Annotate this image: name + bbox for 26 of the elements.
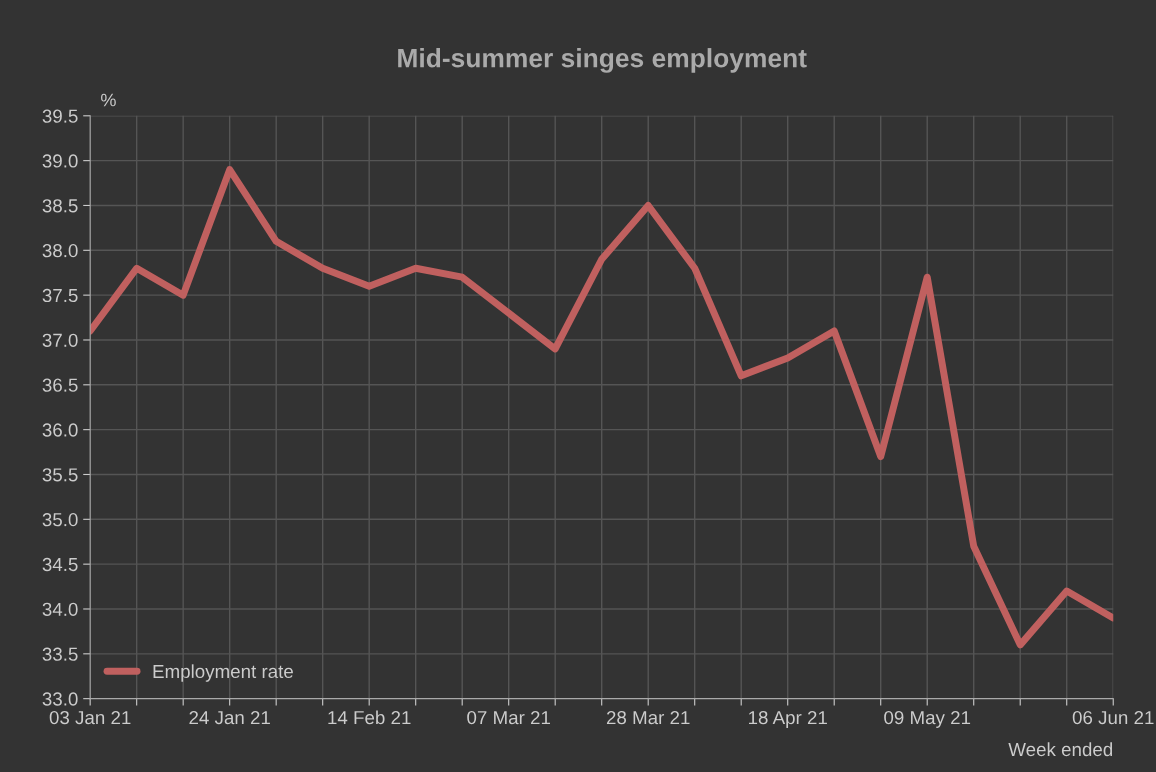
chart-title: Mid-summer singes employment xyxy=(398,48,807,73)
x-tick-label: 09 May 21 xyxy=(884,710,971,728)
y-tick-label: 39.5 xyxy=(42,109,78,123)
legend-label: Employment rate xyxy=(153,664,293,682)
y-tick-label: 37.0 xyxy=(42,333,78,347)
x-tick-label: 06 Jun 21 xyxy=(1072,710,1154,725)
x-tick-label: 24 Jan 21 xyxy=(189,710,270,725)
y-tick-label: 38.5 xyxy=(42,199,78,213)
y-tick-label: 34.5 xyxy=(42,557,78,572)
y-tick-label: 36.5 xyxy=(42,378,78,392)
y-tick-label: 35.0 xyxy=(42,513,78,527)
y-axis-title: % xyxy=(101,93,116,107)
y-tick-label: 33.0 xyxy=(42,692,78,706)
x-axis-title: Week ended xyxy=(1008,742,1113,757)
y-tick-label: 37.5 xyxy=(42,288,78,303)
y-tick-label: 34.0 xyxy=(42,602,78,616)
y-tick-label: 36.0 xyxy=(42,423,78,437)
x-tick-label: 14 Feb 21 xyxy=(328,710,411,725)
x-tick-label: 28 Mar 21 xyxy=(606,710,690,725)
x-tick-label: 18 Apr 21 xyxy=(749,710,827,728)
x-tick-label: 03 Jan 21 xyxy=(49,710,131,725)
y-tick-label: 35.5 xyxy=(42,468,78,482)
y-tick-label: 33.5 xyxy=(42,647,78,661)
x-tick-label: 07 Mar 21 xyxy=(467,710,550,725)
y-tick-label: 38.0 xyxy=(42,244,78,258)
y-tick-label: 39.0 xyxy=(42,154,78,168)
